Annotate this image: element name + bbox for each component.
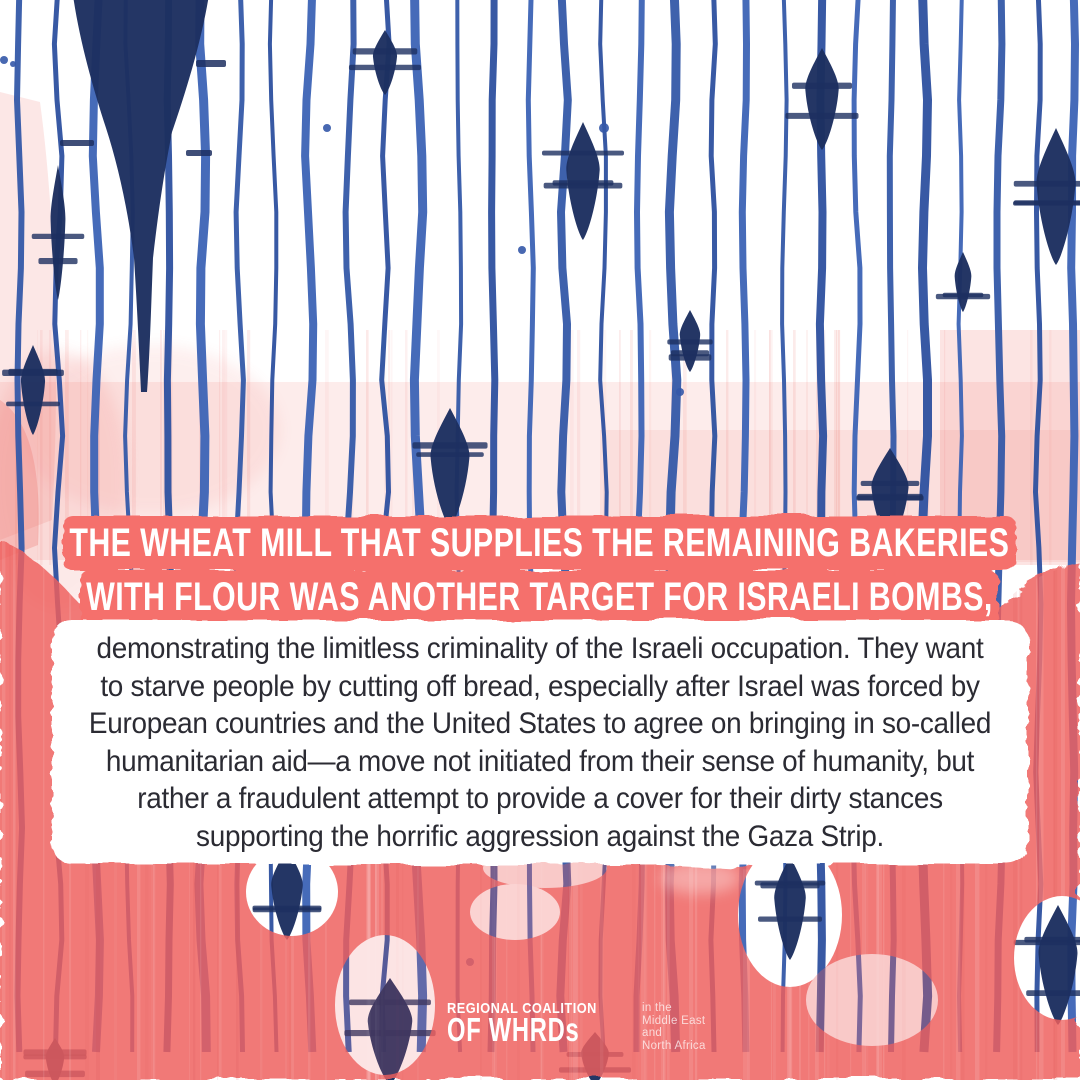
org-region-text: in the Middle East and North Africa (642, 1002, 706, 1052)
body-line: rather a fraudulent attempt to provide a… (137, 782, 943, 815)
org-logo-lockup: REGIONAL COALITION OF WHRDs in the Middl… (447, 1000, 706, 1052)
body-line: demonstrating the limitless criminality … (96, 632, 984, 665)
org-region-line: in the (642, 1002, 672, 1014)
org-name-line1: REGIONAL COALITION (447, 1000, 597, 1017)
headline-line-2: WITH FLOUR WAS ANOTHER TARGET FOR ISRAEL… (85, 575, 993, 619)
headline-highlight-2 (80, 570, 998, 625)
org-region-line: North Africa (642, 1039, 706, 1052)
body-line: supporting the horrific aggression again… (196, 819, 884, 853)
body-text-panel (52, 620, 1028, 864)
headline-highlight-1 (63, 516, 1016, 571)
org-region-line: and (642, 1027, 663, 1039)
headline-bar-1: THE WHEAT MILL THAT SUPPLIES THE REMAINI… (63, 516, 1016, 571)
org-name-line2: OF WHRDs (447, 1011, 580, 1048)
body-line: European countries and the United States… (88, 707, 992, 740)
body-text: demonstrating the limitless criminality … (0, 630, 1080, 855)
org-name: REGIONAL COALITION OF WHRDs (447, 1000, 631, 1052)
body-line: humanitarian aid—a move not initiated fr… (105, 744, 975, 778)
headline-line-1: THE WHEAT MILL THAT SUPPLIES THE REMAINI… (69, 521, 1010, 565)
body-line: to starve people by cutting off bread, e… (100, 669, 980, 703)
org-region-line: Middle East (642, 1014, 706, 1027)
headline-bar-2: WITH FLOUR WAS ANOTHER TARGET FOR ISRAEL… (80, 570, 998, 625)
